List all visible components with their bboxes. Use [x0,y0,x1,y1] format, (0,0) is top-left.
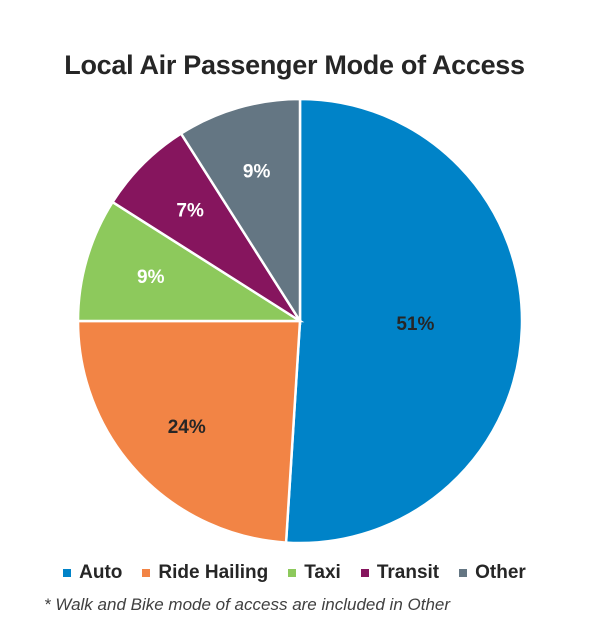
pie-slice-ride-hailing [76,319,302,544]
legend-swatch [63,569,72,577]
legend-label: Transit [376,562,440,583]
data-label-transit: 7% [176,201,204,222]
legend-swatch [459,569,468,577]
legend-swatch [288,569,297,577]
chart-title: Local Air Passenger Mode of Access [64,50,525,80]
legend-label: Taxi [304,562,341,583]
data-label-other: 9% [243,161,271,182]
legend-item-taxi: Taxi [288,562,341,584]
pie-slice-taxi [76,200,305,323]
data-label-auto: 51% [396,314,434,335]
legend-label: Ride Hailing [158,562,269,583]
legend-label: Auto [79,562,123,583]
legend-item-ride-hailing: Ride Hailing [142,562,268,584]
legend-swatch [360,569,369,577]
footnote: * Walk and Bike mode of access are inclu… [44,595,451,614]
legend-item-transit: Transit [360,562,440,584]
pie-slice-other [179,97,302,326]
legend-label: Other [475,562,526,583]
pie-slice-auto [284,97,524,545]
legend-swatch [142,569,151,577]
legend: Auto Ride Hailing Taxi Transit Other [0,562,589,584]
data-label-ride-hailing: 24% [168,417,206,438]
legend-item-auto: Auto [63,562,122,584]
legend-item-other: Other [459,562,526,584]
data-label-taxi: 9% [137,267,165,288]
